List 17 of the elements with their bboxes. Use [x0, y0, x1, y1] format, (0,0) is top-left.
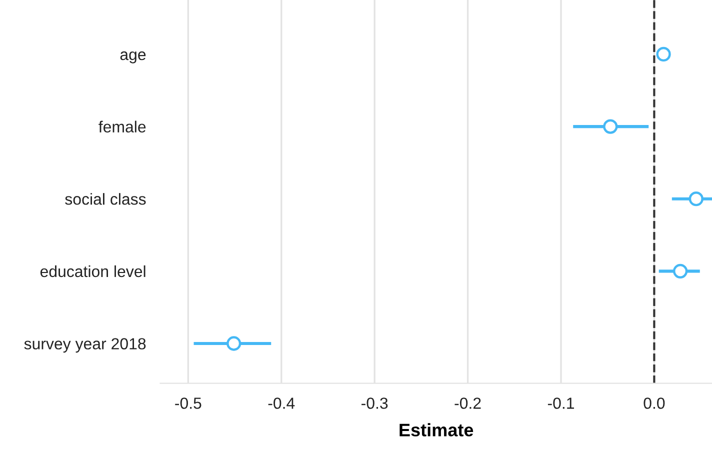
- point: [672, 264, 688, 278]
- x-tick-label: -0.1: [548, 398, 574, 409]
- y-tick-label: female: [98, 120, 146, 132]
- point: [226, 336, 242, 351]
- x-tick-label: 0.0: [644, 398, 665, 409]
- x-tick-label: -0.4: [268, 398, 295, 409]
- y-tick-label: social class: [65, 193, 146, 205]
- y-tick-label: age: [120, 51, 146, 64]
- x-tick-label: -0.3: [362, 398, 388, 409]
- x-axis-title: Estimate: [400, 423, 474, 436]
- y-tick-label: education level: [40, 265, 146, 278]
- x-tick-label: -0.5: [175, 398, 202, 409]
- point: [688, 192, 704, 206]
- y-tick-label: survey year 2018: [24, 338, 146, 353]
- point: [656, 46, 671, 62]
- x-tick-label: -0.2: [454, 398, 481, 409]
- point: [603, 119, 618, 134]
